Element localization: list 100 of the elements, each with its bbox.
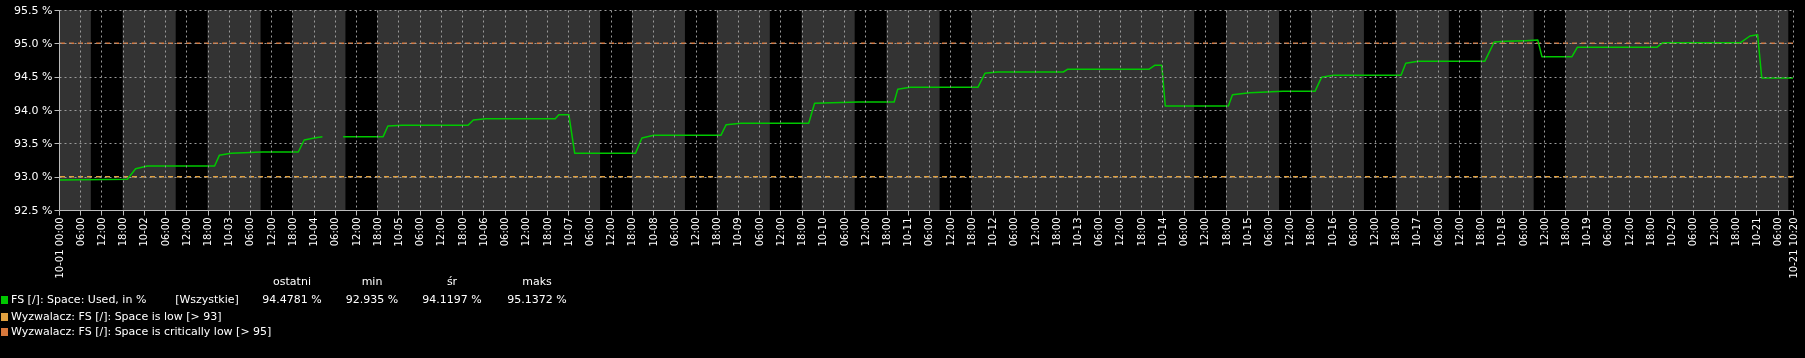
x-tick-label: 10-07 — [562, 217, 574, 247]
x-tick-label: 12:00 — [435, 217, 447, 247]
x-tick-label: 18:00 — [1559, 217, 1571, 247]
x-tick-label: 12:00 — [265, 217, 277, 247]
x-tick-label: 10-06 — [477, 217, 489, 247]
x-tick-label: 12:00 — [1369, 217, 1381, 247]
x-tick-label: 10-20 — [1666, 217, 1678, 247]
text: ostatni — [273, 275, 311, 288]
x-tick-label: 06:00 — [923, 217, 935, 247]
x-tick-label: 10-02 — [138, 217, 150, 247]
x-tick-label: 18:00 — [711, 217, 723, 247]
x-tick-label: 12:00 — [350, 217, 362, 247]
x-tick-label: 12:00 — [605, 217, 617, 247]
x-tick-label: 06:00 — [1178, 217, 1190, 247]
x-tick-label: 12:00 — [1453, 217, 1465, 247]
y-tick-label: 93.0 % — [14, 170, 53, 184]
x-tick-label: 10-18 — [1496, 217, 1508, 247]
x-tick-label: 06:00 — [1687, 217, 1699, 247]
x-tick-label: 10-05 — [392, 217, 404, 247]
x-tick-label: 06:00 — [329, 217, 341, 247]
x-tick-label: 18:00 — [1305, 217, 1317, 247]
x-tick-label: 06:00 — [583, 217, 595, 247]
x-tick-label: 18:00 — [456, 217, 468, 247]
y-tick-label: 92.5 % — [14, 203, 53, 217]
x-tick-label: 12:00 — [774, 217, 786, 247]
x-tick-label: 10-10 — [817, 217, 829, 247]
text: maks — [522, 275, 553, 288]
y-tick-label: 95.5 % — [14, 3, 53, 17]
y-tick-label: 94.0 % — [14, 103, 53, 117]
x-tick-label: 06:00 — [244, 217, 256, 247]
x-tick-label: 06:00 — [1432, 217, 1444, 247]
x-tick-label: 18:00 — [881, 217, 893, 247]
text: 95.1372 % — [507, 293, 567, 306]
x-tick-label: 06:00 — [499, 217, 511, 247]
x-tick-label: 18:00 — [1644, 217, 1656, 247]
x-tick-label: 10-11 — [902, 217, 914, 247]
x-tick-label: 10-17 — [1411, 217, 1423, 247]
x-tick-label: 12:00 — [944, 217, 956, 247]
x-tick-label: 12:00 — [520, 217, 532, 247]
x-tick-label: 12:00 — [1029, 217, 1041, 247]
x-tick-label: 06:00 — [753, 217, 765, 247]
legend-label: Wyzwalacz: FS [/]: Space is low [> 93] — [11, 310, 222, 323]
x-tick-label: 06:00 — [414, 217, 426, 247]
x-tick-label: 12:00 — [180, 217, 192, 247]
x-tick-label: 06:00 — [159, 217, 171, 247]
x-tick-label: 12:00 — [1623, 217, 1635, 247]
x-tick-label: 18:00 — [965, 217, 977, 247]
x-tick-label: 10-21 — [1750, 217, 1762, 247]
x-tick-label: 12:00 — [690, 217, 702, 247]
x-tick-label: 10-01 00:00 — [53, 217, 65, 279]
x-tick-label: 10-03 — [223, 217, 235, 247]
x-tick-label: 10-14 — [1156, 217, 1168, 247]
x-tick-label: 06:00 — [668, 217, 680, 247]
x-tick-label: 06:00 — [1602, 217, 1614, 247]
x-tick-label: 18:00 — [1729, 217, 1741, 247]
x-tick-label: 06:00 — [1008, 217, 1020, 247]
x-tick-label: 18:00 — [1475, 217, 1487, 247]
x-tick-label: 06:00 — [1517, 217, 1529, 247]
x-tick-label: 12:00 — [1284, 217, 1296, 247]
text: śr — [446, 275, 458, 288]
x-tick-label: 10-13 — [1071, 217, 1083, 247]
x-tick-label: 10-15 — [1241, 217, 1253, 247]
legend-label: FS [/]: Space: Used, in % — [11, 293, 147, 306]
x-tick-label: 12:00 — [1114, 217, 1126, 247]
x-tick-label: 10-04 — [308, 217, 320, 247]
x-tick-label: 18:00 — [626, 217, 638, 247]
x-tick-label: 10-16 — [1326, 217, 1338, 247]
y-tick-label: 93.5 % — [14, 136, 53, 150]
text: min — [361, 275, 383, 288]
text: 92.935 % — [345, 293, 399, 306]
x-tick-label: 06:00 — [838, 217, 850, 247]
text: 94.1197 % — [422, 293, 482, 306]
text: [Wszystkie] — [175, 293, 239, 306]
x-tick-label: 18:00 — [541, 217, 553, 247]
x-tick-label: 06:00 — [74, 217, 86, 247]
text: 94.4781 % — [262, 293, 322, 306]
x-tick-label: 10-21 10:20 — [1787, 217, 1799, 279]
x-tick-label: 18:00 — [1220, 217, 1232, 247]
x-tick-label: 06:00 — [1347, 217, 1359, 247]
x-tick-label: 18:00 — [286, 217, 298, 247]
x-tick-label: 12:00 — [1538, 217, 1550, 247]
x-tick-label: 18:00 — [1390, 217, 1402, 247]
x-tick-label: 18:00 — [796, 217, 808, 247]
x-tick-label: 18:00 — [202, 217, 214, 247]
y-tick-label: 95.0 % — [14, 36, 53, 50]
x-tick-label: 10-19 — [1581, 217, 1593, 247]
x-tick-label: 18:00 — [371, 217, 383, 247]
x-tick-label: 18:00 — [1135, 217, 1147, 247]
x-tick-label: 18:00 — [1050, 217, 1062, 247]
x-tick-label: 06:00 — [1772, 217, 1784, 247]
x-tick-label: 18:00 — [117, 217, 129, 247]
x-tick-label: 06:00 — [1093, 217, 1105, 247]
x-tick-label: 06:00 — [1262, 217, 1274, 247]
x-tick-label: 10-09 — [732, 217, 744, 247]
x-tick-label: 12:00 — [1708, 217, 1720, 247]
x-tick-label: 12:00 — [95, 217, 107, 247]
y-tick-label: 94.5 % — [14, 70, 53, 84]
x-tick-label: 12:00 — [859, 217, 871, 247]
legend-label: Wyzwalacz: FS [/]: Space is critically low [> 95] — [11, 325, 272, 338]
x-tick-label: 12:00 — [1199, 217, 1211, 247]
